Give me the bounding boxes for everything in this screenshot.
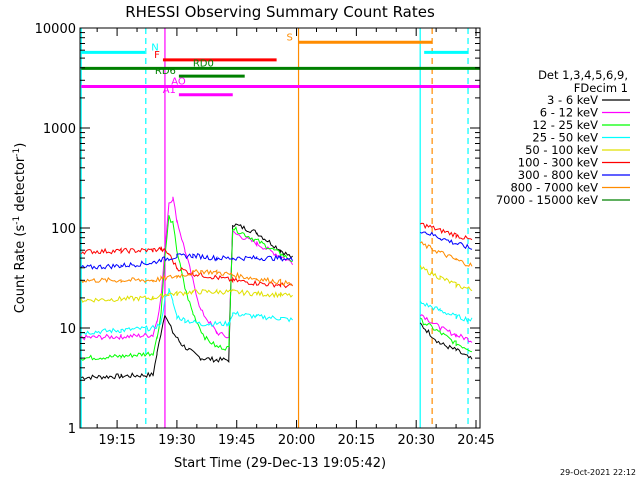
y-axis-ticks: 1 10 100 1000 10000 — [35, 22, 480, 437]
y-axis-label: Count Rate (s-1 detector-1) — [12, 143, 28, 314]
legend-label-2: 12 - 25 keV — [532, 118, 598, 132]
x-tick-label-2: 19:45 — [218, 433, 255, 448]
series-line-6 — [80, 231, 473, 270]
y-tick-label-4: 10000 — [35, 22, 76, 37]
series-lines — [80, 196, 473, 381]
y-tick-label-3: 1000 — [43, 122, 76, 137]
legend-label-3: 25 - 50 keV — [532, 131, 598, 145]
series-line-3 — [80, 288, 473, 336]
x-tick-label-5: 20:30 — [397, 433, 434, 448]
legend-label-6: 300 - 800 keV — [518, 168, 598, 182]
x-tick-label-1: 19:30 — [158, 433, 195, 448]
legend-label-7: 800 - 7000 keV — [510, 181, 598, 195]
x-tick-label-0: 19:15 — [98, 433, 135, 448]
series-line-5 — [80, 222, 473, 289]
y-tick-label-0: 1 — [68, 422, 76, 437]
series-line-1 — [80, 196, 473, 343]
legend-label-1: 6 - 12 keV — [540, 106, 598, 120]
x-tick-label-6: 20:45 — [457, 433, 494, 448]
x-tick-label-4: 20:15 — [338, 433, 375, 448]
legend-label-4: 50 - 100 keV — [525, 143, 598, 157]
series-line-0 — [81, 223, 473, 381]
chart-title: RHESSI Observing Summary Count Rates — [125, 3, 435, 21]
flag-label-s: S — [287, 32, 293, 43]
series-line-2 — [80, 215, 473, 361]
flag-label-a1: A1 — [163, 85, 176, 96]
flag-label-ao: AO — [171, 77, 186, 88]
flag-label-rd6: RD6 — [155, 66, 176, 77]
flag-label-rd0: RD0 — [193, 58, 214, 69]
legend-label-5: 100 - 300 keV — [518, 156, 598, 170]
legend-label-8: 7000 - 15000 keV — [496, 193, 598, 207]
flag-label-f: F — [154, 50, 160, 61]
vertical-markers — [80, 28, 469, 428]
series-line-7 — [80, 241, 473, 286]
legend-header-line-1: Det 1,3,4,5,6,9, — [538, 68, 628, 82]
flag-label-n: N — [151, 42, 158, 53]
x-tick-label-3: 20:00 — [278, 433, 315, 448]
y-tick-label-1: 10 — [59, 322, 76, 337]
timestamp-stamp: 29-Oct-2021 22:12 — [560, 468, 636, 477]
y-tick-label-2: 100 — [51, 222, 76, 237]
legend-label-0: 3 - 6 keV — [547, 93, 598, 107]
x-axis-ticks: 19:15 19:30 19:45 20:00 20:15 20:30 20:45 — [96, 28, 495, 448]
series-line-4 — [80, 265, 473, 303]
legend-header-line-2: FDecim 1 — [574, 81, 628, 95]
x-axis-label: Start Time (29-Dec-13 19:05:42) — [174, 456, 386, 471]
